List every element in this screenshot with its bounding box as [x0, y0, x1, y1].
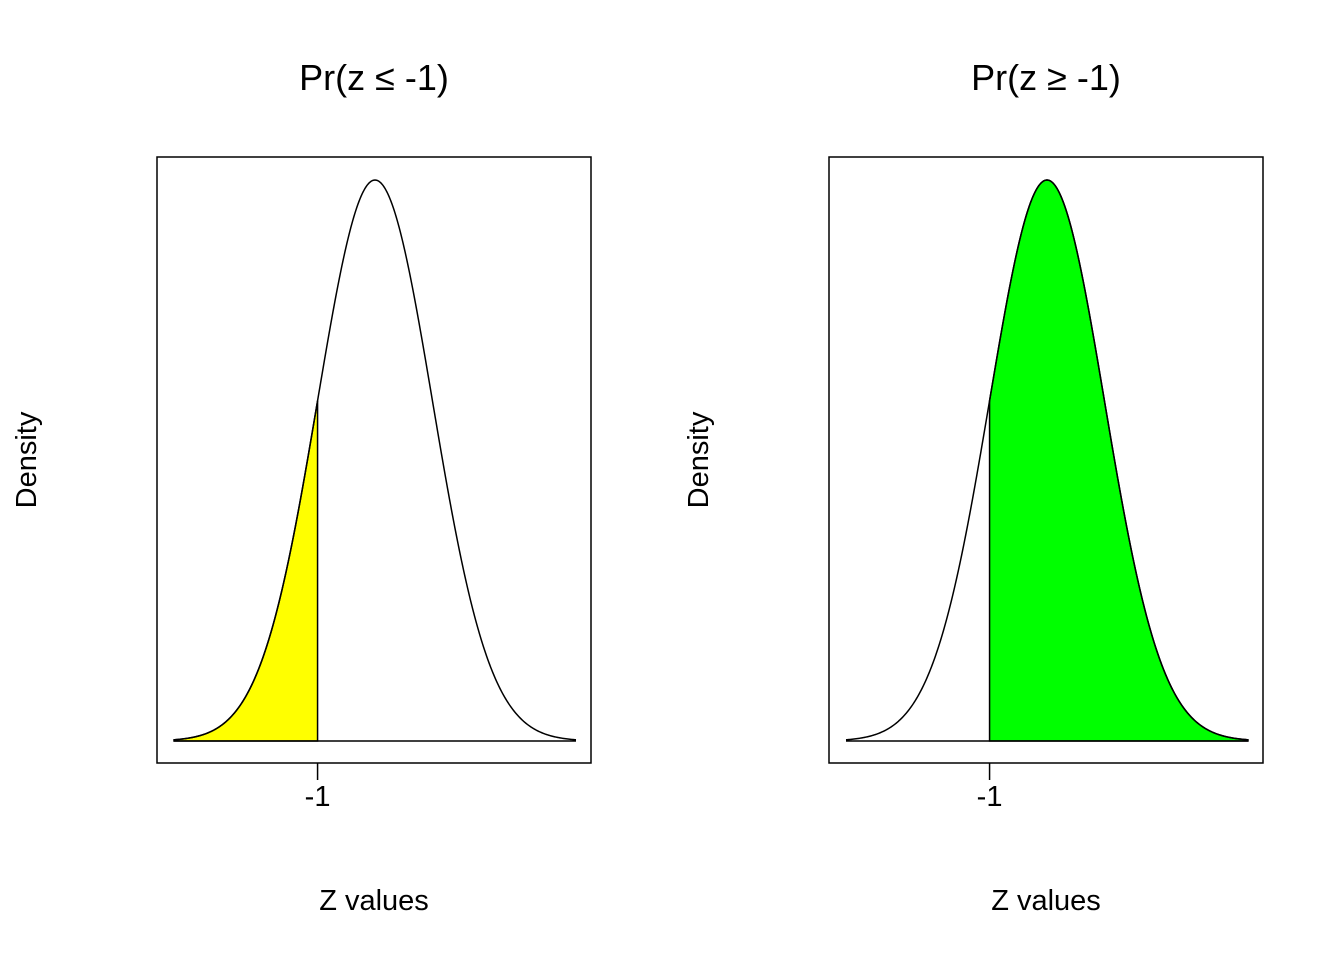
chart-panel-right: Pr(z ≥ -1) -1 Z values Density	[683, 57, 1264, 917]
x-axis-label: Z values	[319, 885, 429, 917]
x-tick-label: -1	[977, 781, 1003, 813]
density-curve	[845, 179, 1249, 742]
chart-panel-left: Pr(z ≤ -1) -1 Z values Density	[11, 57, 592, 917]
chart-title: Pr(z ≤ -1)	[299, 57, 449, 98]
plot-frame	[828, 156, 1264, 764]
density-curve	[173, 179, 577, 742]
chart-title: Pr(z ≥ -1)	[971, 57, 1121, 98]
x-tick-label: -1	[305, 781, 331, 813]
y-axis-label: Density	[683, 411, 715, 508]
y-axis-label: Density	[11, 411, 43, 508]
plot-frame	[156, 156, 592, 764]
x-axis-label: Z values	[991, 885, 1101, 917]
